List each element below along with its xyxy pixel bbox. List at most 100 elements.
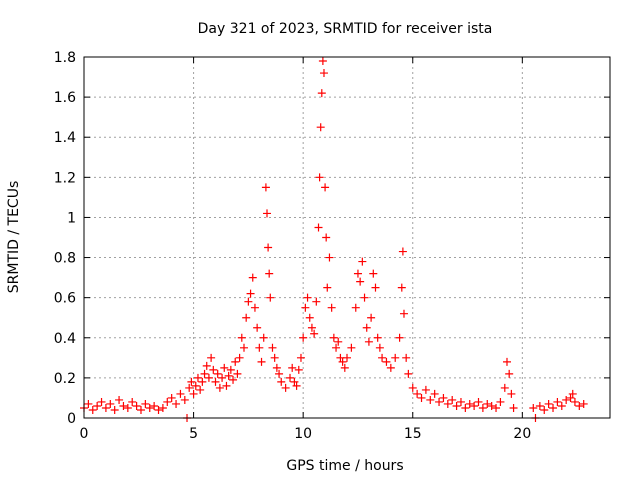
data-point bbox=[338, 357, 347, 366]
data-point bbox=[402, 353, 411, 362]
data-point bbox=[237, 333, 246, 342]
data-point bbox=[150, 401, 159, 410]
data-point bbox=[132, 401, 141, 410]
data-point bbox=[356, 277, 365, 286]
data-point bbox=[395, 333, 404, 342]
data-point bbox=[84, 399, 93, 408]
data-point bbox=[272, 363, 281, 372]
data-point bbox=[362, 323, 371, 332]
data-point bbox=[185, 383, 194, 392]
data-point bbox=[351, 303, 360, 312]
data-point bbox=[196, 385, 205, 394]
y-tick-label: 0.2 bbox=[54, 371, 76, 387]
data-point bbox=[483, 399, 492, 408]
data-point bbox=[507, 389, 516, 398]
data-point bbox=[465, 399, 474, 408]
data-point bbox=[332, 343, 341, 352]
data-point bbox=[167, 393, 176, 402]
data-point bbox=[307, 323, 316, 332]
grid bbox=[84, 57, 610, 418]
data-point bbox=[323, 283, 332, 292]
data-point bbox=[535, 401, 544, 410]
data-point bbox=[123, 403, 132, 412]
data-point bbox=[259, 333, 268, 342]
data-point bbox=[461, 403, 470, 412]
data-point bbox=[275, 369, 284, 378]
y-tick-label: 1.2 bbox=[54, 170, 76, 186]
data-point bbox=[286, 373, 295, 382]
data-point bbox=[207, 353, 216, 362]
data-point bbox=[318, 57, 327, 66]
data-point bbox=[492, 403, 501, 412]
data-point bbox=[369, 269, 378, 278]
data-point bbox=[487, 401, 496, 410]
data-point bbox=[222, 381, 231, 390]
y-tick-label: 0.8 bbox=[54, 251, 76, 267]
data-point bbox=[248, 273, 257, 282]
data-point bbox=[426, 395, 435, 404]
x-tick-label: 20 bbox=[513, 426, 531, 442]
data-point bbox=[242, 313, 251, 322]
data-point bbox=[277, 377, 286, 386]
data-point bbox=[255, 343, 264, 352]
data-point bbox=[505, 369, 514, 378]
data-point bbox=[327, 303, 336, 312]
data-point bbox=[509, 403, 518, 412]
data-point bbox=[97, 397, 106, 406]
y-tick-label: 1 bbox=[67, 210, 76, 226]
data-point bbox=[500, 383, 509, 392]
data-point bbox=[549, 403, 558, 412]
data-point bbox=[319, 69, 328, 78]
data-point bbox=[239, 343, 248, 352]
data-point bbox=[200, 369, 209, 378]
data-point bbox=[452, 401, 461, 410]
data-point bbox=[265, 269, 274, 278]
data-point bbox=[266, 293, 275, 302]
data-point bbox=[322, 233, 331, 242]
data-point bbox=[264, 243, 273, 252]
data-point bbox=[413, 389, 422, 398]
data-point bbox=[317, 89, 326, 98]
data-point bbox=[218, 373, 227, 382]
data-point bbox=[229, 375, 238, 384]
data-point bbox=[421, 385, 430, 394]
data-point bbox=[540, 405, 549, 414]
y-axis-label: SRMTID / TECUs bbox=[6, 181, 22, 294]
x-axis-label: GPS time / hours bbox=[286, 458, 403, 474]
data-point bbox=[343, 353, 351, 362]
data-point bbox=[570, 397, 579, 406]
data-point bbox=[154, 405, 163, 414]
data-point bbox=[408, 383, 417, 392]
y-tick-label: 1.6 bbox=[54, 90, 76, 106]
data-point bbox=[193, 373, 202, 382]
x-tick-label: 0 bbox=[80, 426, 89, 442]
y-tick-label: 1.4 bbox=[54, 130, 76, 146]
data-point bbox=[367, 313, 376, 322]
data-point bbox=[301, 303, 310, 312]
data-point bbox=[296, 353, 305, 362]
data-point bbox=[115, 395, 124, 404]
data-point bbox=[553, 397, 562, 406]
data-point bbox=[268, 343, 277, 352]
data-point bbox=[382, 357, 391, 366]
data-point bbox=[261, 183, 270, 192]
axis-ticks bbox=[83, 56, 610, 419]
data-point bbox=[562, 395, 571, 404]
data-point bbox=[334, 337, 343, 346]
data-point bbox=[316, 123, 325, 132]
data-point bbox=[294, 365, 303, 374]
data-point bbox=[353, 269, 362, 278]
y-tick-label: 0 bbox=[67, 411, 76, 427]
data-point bbox=[158, 403, 167, 412]
data-point bbox=[292, 381, 301, 390]
data-point bbox=[568, 389, 577, 398]
data-point bbox=[187, 377, 196, 386]
data-point bbox=[430, 389, 439, 398]
data-point bbox=[211, 377, 220, 386]
data-point bbox=[375, 343, 384, 352]
data-point bbox=[310, 329, 319, 338]
data-point bbox=[397, 283, 406, 292]
y-tick-label: 1.8 bbox=[54, 50, 76, 66]
